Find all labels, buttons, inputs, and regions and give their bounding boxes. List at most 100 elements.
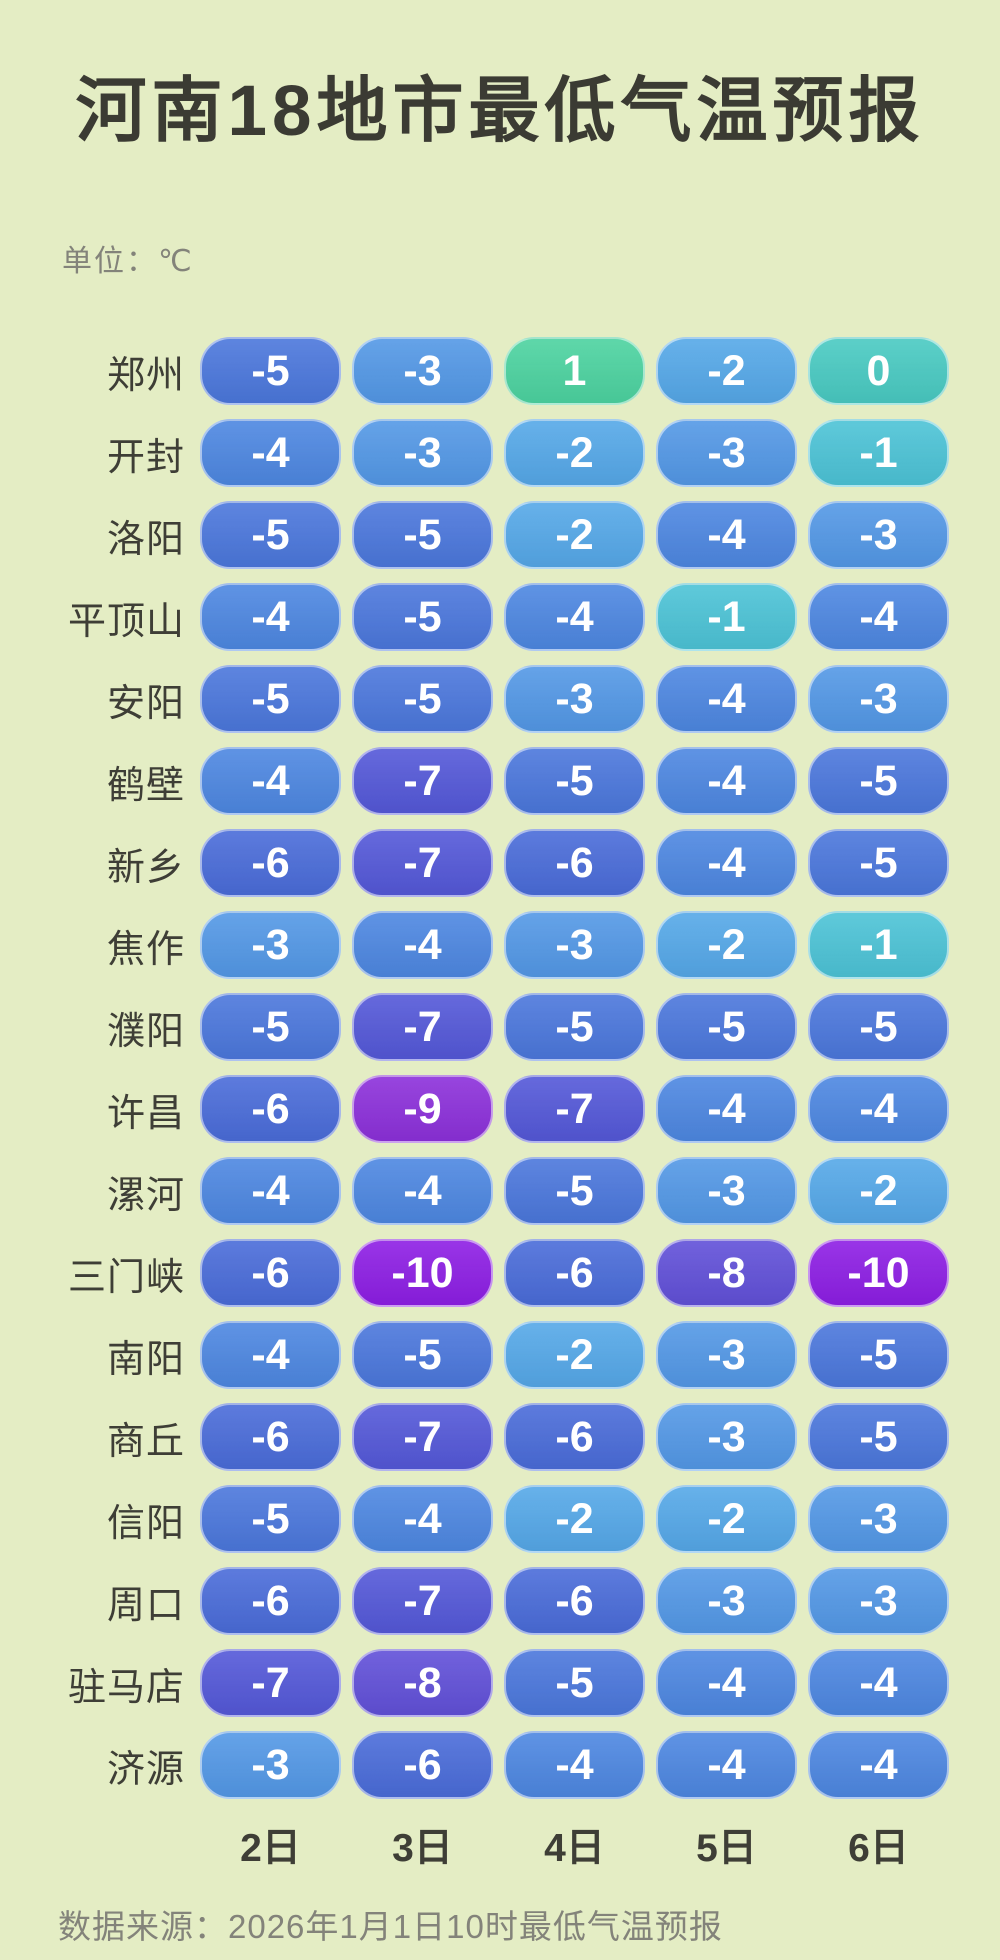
- temp-cell: -5: [200, 665, 341, 733]
- day-header: 3日: [392, 1827, 453, 1870]
- table-row: 郑州 -5 -3 1 -2 0: [0, 330, 1000, 412]
- temp-cell: -5: [808, 829, 949, 897]
- unit-label: 单位：℃: [62, 245, 194, 278]
- table-row: 商丘 -6 -7 -6 -3 -5: [0, 1396, 1000, 1478]
- temp-cell: -6: [200, 1403, 341, 1471]
- day-header: 5日: [696, 1827, 757, 1870]
- temp-cell: -4: [352, 911, 493, 979]
- temp-cell: -5: [352, 665, 493, 733]
- temp-cell: -5: [504, 1157, 645, 1225]
- table-row: 洛阳 -5 -5 -2 -4 -3: [0, 494, 1000, 576]
- day-header-row: 2日 3日 4日 5日 6日: [0, 1820, 1000, 1870]
- temp-cell: -3: [504, 665, 645, 733]
- temp-cell: -3: [200, 911, 341, 979]
- temp-cell: -4: [808, 1649, 949, 1717]
- temp-cell: -4: [808, 1075, 949, 1143]
- temp-cell: -6: [200, 829, 341, 897]
- table-row: 驻马店 -7 -8 -5 -4 -4: [0, 1642, 1000, 1724]
- table-row: 三门峡 -6 -10 -6 -8 -10: [0, 1232, 1000, 1314]
- temp-cell: -5: [352, 583, 493, 651]
- city-label: 信阳: [106, 1502, 185, 1545]
- city-label: 郑州: [106, 354, 185, 397]
- temp-cell: -4: [808, 583, 949, 651]
- city-label: 漯河: [106, 1174, 185, 1217]
- day-header: 4日: [544, 1827, 605, 1870]
- temp-cell: -8: [656, 1239, 797, 1307]
- temp-cell: -7: [352, 1403, 493, 1471]
- temp-cell: -7: [200, 1649, 341, 1717]
- temp-cell: -5: [808, 1321, 949, 1389]
- city-label: 周口: [106, 1584, 185, 1627]
- temp-cell: -3: [352, 337, 493, 405]
- temp-cell: -6: [504, 1403, 645, 1471]
- city-label: 三门峡: [67, 1256, 185, 1299]
- temp-cell: -7: [352, 747, 493, 815]
- temp-cell: -5: [808, 993, 949, 1061]
- table-row: 濮阳 -5 -7 -5 -5 -5: [0, 986, 1000, 1068]
- temp-cell: -2: [504, 1485, 645, 1553]
- temp-cell: -5: [504, 747, 645, 815]
- table-row: 鹤壁 -4 -7 -5 -4 -5: [0, 740, 1000, 822]
- temp-cell: -5: [200, 993, 341, 1061]
- temp-cell: -4: [200, 747, 341, 815]
- page-title: 河南18地市最低气温预报: [75, 72, 925, 151]
- temp-cell: -2: [656, 911, 797, 979]
- table-row: 许昌 -6 -9 -7 -4 -4: [0, 1068, 1000, 1150]
- temp-cell: -3: [808, 1485, 949, 1553]
- temp-cell: -3: [200, 1731, 341, 1799]
- temp-cell: -4: [200, 583, 341, 651]
- temp-cell: -4: [504, 583, 645, 651]
- temp-cell: -3: [656, 1567, 797, 1635]
- city-label: 焦作: [106, 928, 185, 971]
- table-row: 安阳 -5 -5 -3 -4 -3: [0, 658, 1000, 740]
- city-label: 洛阳: [106, 518, 185, 561]
- temp-cell: -5: [808, 1403, 949, 1471]
- temp-cell: -4: [200, 1321, 341, 1389]
- temp-cell: -3: [352, 419, 493, 487]
- temp-cell: -7: [352, 829, 493, 897]
- city-label: 商丘: [106, 1420, 185, 1463]
- temp-cell: -4: [656, 1731, 797, 1799]
- temperature-table: 郑州 -5 -3 1 -2 0 开封 -4 -3 -2 -3 -1 洛阳 -5 -5 -2 -4 -3 平顶山 -4-…: [0, 330, 1000, 1806]
- temp-cell: -3: [656, 419, 797, 487]
- temp-cell: -4: [200, 419, 341, 487]
- city-label: 南阳: [106, 1338, 185, 1381]
- temp-cell: -2: [656, 1485, 797, 1553]
- temp-cell: -1: [656, 583, 797, 651]
- temp-cell: -7: [504, 1075, 645, 1143]
- temp-cell: -10: [352, 1239, 493, 1307]
- table-row: 周口 -6 -7 -6 -3 -3: [0, 1560, 1000, 1642]
- temp-cell: -3: [808, 1567, 949, 1635]
- temp-cell: -4: [504, 1731, 645, 1799]
- temp-cell: -1: [808, 911, 949, 979]
- temp-cell: -2: [656, 337, 797, 405]
- day-header: 2日: [240, 1827, 301, 1870]
- temp-cell: -6: [504, 1239, 645, 1307]
- temp-cell: -6: [200, 1567, 341, 1635]
- table-row: 漯河 -4 -4 -5 -3 -2: [0, 1150, 1000, 1232]
- table-row: 焦作 -3 -4 -3 -2 -1: [0, 904, 1000, 986]
- temp-cell: -10: [808, 1239, 949, 1307]
- city-label: 许昌: [106, 1092, 185, 1135]
- temp-cell: -3: [656, 1321, 797, 1389]
- temp-cell: -3: [656, 1403, 797, 1471]
- city-label: 开封: [106, 436, 185, 479]
- temp-cell: -5: [504, 1649, 645, 1717]
- city-label: 安阳: [106, 682, 185, 725]
- data-source-note: 数据来源：2026年1月1日10时最低气温预报: [58, 1908, 723, 1945]
- temp-cell: -6: [200, 1239, 341, 1307]
- temp-cell: -3: [808, 665, 949, 733]
- temp-cell: -5: [352, 1321, 493, 1389]
- table-row: 新乡 -6 -7 -6 -4 -5: [0, 822, 1000, 904]
- temp-cell: -3: [808, 501, 949, 569]
- temp-cell: -4: [808, 1731, 949, 1799]
- temp-cell: -2: [504, 419, 645, 487]
- table-row: 平顶山 -4 -5 -4 -1 -4: [0, 576, 1000, 658]
- temp-cell: -5: [200, 1485, 341, 1553]
- temp-cell: -6: [504, 1567, 645, 1635]
- temp-cell: -4: [656, 501, 797, 569]
- city-label: 驻马店: [67, 1666, 185, 1709]
- city-label: 平顶山: [67, 600, 185, 643]
- temp-cell: -2: [808, 1157, 949, 1225]
- temp-cell: -5: [200, 337, 341, 405]
